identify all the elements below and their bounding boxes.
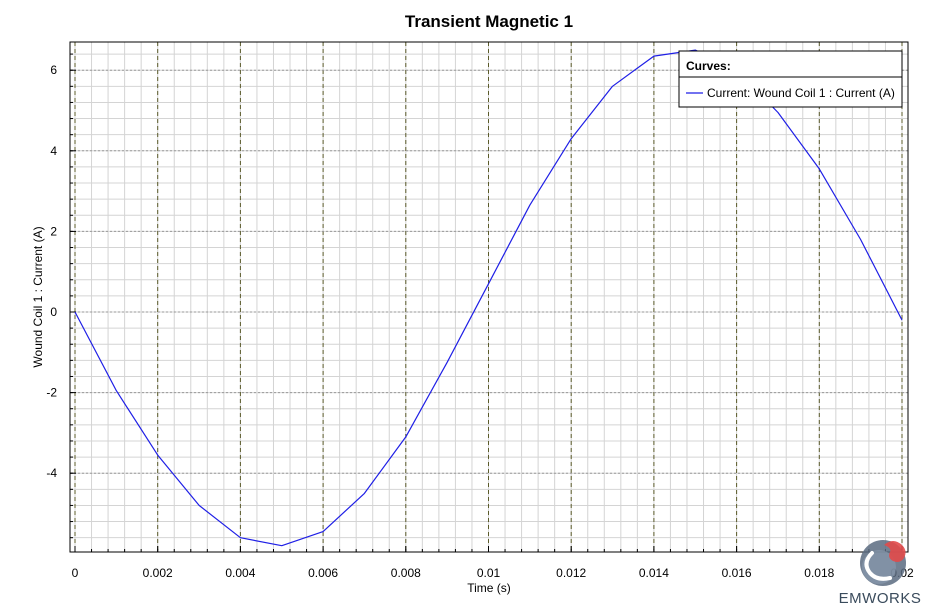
- x-tick-label: 0.002: [143, 566, 173, 580]
- x-tick-label: 0.012: [556, 566, 586, 580]
- legend-title: Curves:: [686, 59, 731, 73]
- brand-name: EMWORKS: [839, 590, 922, 607]
- y-tick-label: 2: [50, 224, 57, 238]
- y-tick-label: 4: [50, 144, 57, 158]
- y-tick-label: -2: [46, 386, 57, 400]
- y-tick-label: 0: [50, 305, 57, 319]
- x-tick-label: 0.004: [225, 566, 255, 580]
- x-tick-label: 0.014: [639, 566, 669, 580]
- x-axis-tick-labels: 0 0.002 0.004 0.006 0.008 0.01 0.012 0.014 0.016…: [72, 566, 914, 580]
- axis-tick-marks: [70, 53, 903, 552]
- x-tick-label: 0.006: [308, 566, 338, 580]
- x-tick-label: 0.018: [804, 566, 834, 580]
- x-tick-label: 0: [72, 566, 79, 580]
- y-tick-label: 6: [50, 63, 57, 77]
- major-gridlines: [70, 42, 908, 552]
- legend-box: [678, 50, 903, 108]
- legend-entry-label: Current: Wound Coil 1 : Current (A): [707, 86, 895, 100]
- x-axis-title: Time (s): [467, 581, 511, 595]
- x-tick-label: 0.01: [477, 566, 501, 580]
- x-tick-label: 0.016: [722, 566, 752, 580]
- chart-title: Transient Magnetic 1: [405, 12, 573, 31]
- y-axis-title: Wound Coil 1 : Current (A): [31, 226, 45, 367]
- x-tick-label: 0.008: [391, 566, 421, 580]
- emworks-logo-icon: [860, 540, 906, 586]
- y-tick-label: -4: [46, 466, 57, 480]
- legend: Curves: Current: Wound Coil 1 : Current …: [678, 50, 903, 108]
- y-axis-tick-labels: -4 -2 0 2 4 6: [46, 63, 57, 480]
